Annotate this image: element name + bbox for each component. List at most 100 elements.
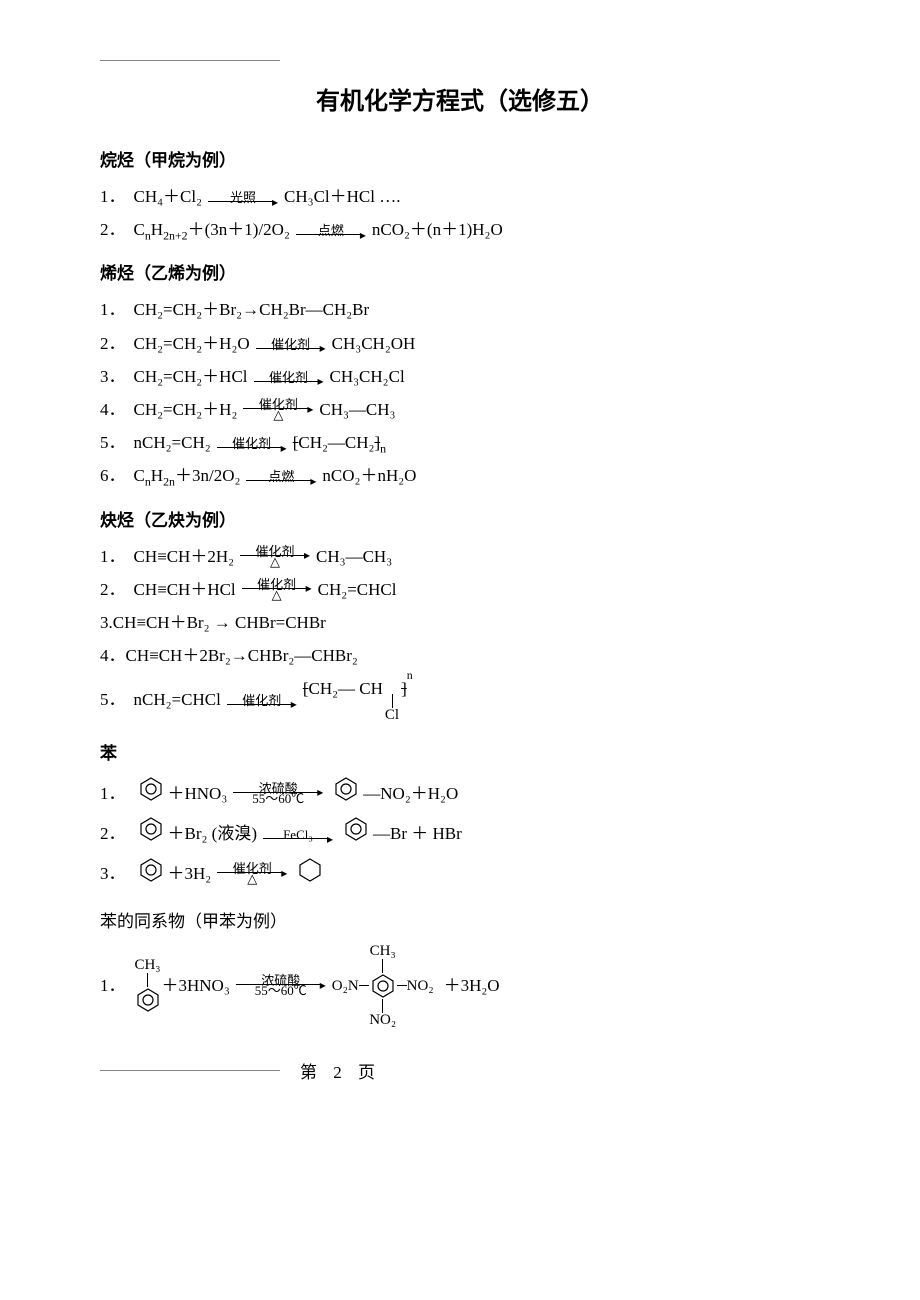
eq-lhs: CH≡CH＋2H₂ — [134, 543, 235, 570]
toluene-eq1: 1． CH₃ ＋3HNO₃ 浓硫酸 ▸ 55～60℃ O₂N CH₃ NO₂ N… — [100, 944, 820, 1028]
alkene-eq4: 4． CH₂=CH₂＋H₂ 催化剂 ▸ △ CH₃―CH₃ — [100, 396, 820, 423]
reaction-arrow: 浓硫酸 ▸ 55～60℃ — [233, 782, 323, 805]
arrow-condition: 光照 — [230, 191, 256, 204]
arrow-condition-bot: 55～60℃ — [252, 792, 304, 805]
eq-number: 5． — [100, 686, 126, 713]
eq-plus: ＋Br₂ (液溴) — [168, 820, 258, 847]
cl-substituent: Cl — [385, 708, 399, 723]
eq-rhs: CH₃CH₂OH — [332, 330, 416, 357]
reaction-arrow: 催化剂 ▸ — [254, 371, 324, 382]
alkene-eq5: 5． nCH₂=CH₂ 催化剂 ▸ [CH₂―CH₂]n — [100, 429, 820, 456]
eq-number: 1． — [100, 183, 126, 210]
footer-rule — [100, 1070, 280, 1071]
eq-lhs: CH₄＋Cl₂ — [134, 183, 203, 210]
eq-lhs: CH₂=CH₂＋H₂O — [134, 330, 250, 357]
eq-number: 2． — [100, 330, 126, 357]
benzene-icon — [137, 857, 165, 891]
reaction-arrow: 催化剂 ▸ — [227, 694, 297, 705]
eq-number: 1． — [100, 296, 126, 323]
reaction-arrow: 催化剂 ▸ △ — [240, 545, 310, 568]
eq-lhs: CnH2n+2＋(3n＋1)/2O₂ — [134, 216, 290, 243]
header-rule — [100, 60, 280, 61]
eq-rhs: ―NO₂＋H₂O — [363, 780, 458, 807]
alkene-eq1: 1． CH₂=CH₂＋Br₂→CH₂Br―CH₂Br — [100, 296, 820, 323]
benzene-icon — [137, 816, 165, 850]
no2-bottom: NO₂ — [369, 1013, 396, 1028]
eq-rhs-polymer: [CH₂―CH₂]n — [293, 429, 386, 456]
benzene-icon — [332, 776, 360, 810]
eq-number: 3． — [100, 860, 126, 887]
alkyne-eq2: 2． CH≡CH＋HCl 催化剂 ▸ △ CH₂=CHCl — [100, 576, 820, 603]
arrow-condition-bot: △ — [273, 408, 283, 421]
section-toluene-heading: 苯的同系物（甲苯为例） — [100, 907, 820, 932]
arrow-condition-bot: △ — [247, 872, 257, 885]
eq-lhs: CH₂=CH₂＋HCl — [134, 363, 248, 390]
reaction-arrow: 催化剂 ▸ — [256, 338, 326, 349]
reaction-arrow: 光照 ▸ — [208, 191, 278, 202]
eq-body: CH₂=CH₂＋Br₂→CH₂Br―CH₂Br — [134, 296, 370, 323]
eq-plus: ＋3HNO₃ — [162, 972, 230, 999]
arrow-condition: 点燃 — [268, 470, 294, 483]
tnt-structure: O₂N CH₃ NO₂ NO₂ — [332, 944, 434, 1028]
eq-lhs: CH₂=CH₂＋H₂ — [134, 396, 238, 423]
no2-right: NO₂ — [407, 974, 434, 998]
alkyne-eq5: 5． nCH₂=CHCl 催化剂 ▸ [ CH₂― CH Cl ]n — [100, 675, 820, 723]
alkyne-eq1: 1． CH≡CH＋2H₂ 催化剂 ▸ △ CH₃―CH₃ — [100, 543, 820, 570]
reaction-arrow: 浓硫酸 ▸ 55～60℃ — [236, 974, 326, 997]
eq-number: 3． — [100, 363, 126, 390]
eq-rhs: CH₃Cl＋HCl …. — [284, 183, 400, 210]
eq-number: 1． — [100, 543, 126, 570]
eq-lhs: CH≡CH＋HCl — [134, 576, 236, 603]
benzene-eq3: 3． ＋3H₂ 催化剂 ▸ △ — [100, 857, 820, 891]
reaction-arrow: 点燃 ▸ — [246, 470, 316, 481]
alkane-eq2: 2． CnH2n+2＋(3n＋1)/2O₂ 点燃 ▸ nCO₂＋(n＋1)H₂O — [100, 216, 820, 243]
eq-rhs: CH₂=CHCl — [318, 576, 397, 603]
arrow-condition: 点燃 — [318, 224, 344, 237]
section-benzene-heading: 苯 — [100, 739, 820, 764]
eq-number: 1． — [100, 780, 126, 807]
arrow-condition-bot: △ — [272, 588, 282, 601]
eq-lhs: CnH2n＋3n/2O₂ — [134, 462, 241, 489]
section-alkyne-heading: 炔烃（乙炔为例） — [100, 506, 820, 531]
eq-lhs: nCH₂=CH₂ — [134, 429, 211, 456]
reaction-arrow: 催化剂 ▸ △ — [242, 578, 312, 601]
eq-number: 4． — [100, 396, 126, 423]
eq-rhs: ＋3H₂O — [444, 972, 500, 999]
arrow-condition-bot: 55～60℃ — [255, 984, 307, 997]
eq-number: 2． — [100, 820, 126, 847]
alkene-eq6: 6． CnH2n＋3n/2O₂ 点燃 ▸ nCO₂＋nH₂O — [100, 462, 820, 489]
ch3-group: CH₃ — [370, 944, 396, 959]
eq-rhs: CH₃―CH₃ — [316, 543, 392, 570]
arrow-condition: 催化剂 — [271, 338, 310, 351]
alkane-eq1: 1． CH₄＋Cl₂ 光照 ▸ CH₃Cl＋HCl …. — [100, 183, 820, 210]
alkene-eq3: 3． CH₂=CH₂＋HCl 催化剂 ▸ CH₃CH₂Cl — [100, 363, 820, 390]
toluene-structure: CH₃ — [134, 958, 162, 1013]
eq-plus: ＋HNO₃ — [168, 780, 228, 807]
eq-rhs: CH₃CH₂Cl — [330, 363, 405, 390]
alkyne-eq4: 4．CH≡CH＋2Br₂→CHBr₂―CHBr₂ — [100, 642, 820, 669]
reaction-arrow: 催化剂 ▸ △ — [217, 862, 287, 885]
eq-plus: ＋3H₂ — [168, 860, 212, 887]
page-title: 有机化学方程式（选修五） — [100, 81, 820, 116]
section-alkene-heading: 烯烃（乙烯为例） — [100, 259, 820, 284]
benzene-icon — [137, 776, 165, 810]
arrow-condition: FeCl₃ — [283, 828, 313, 841]
eq-lhs: nCH₂=CHCl — [134, 686, 221, 713]
benzene-eq1: 1． ＋HNO₃ 浓硫酸 ▸ 55～60℃ ―NO₂＋H₂O — [100, 776, 820, 810]
no2-left: O₂N — [332, 974, 359, 998]
alkene-eq2: 2． CH₂=CH₂＋H₂O 催化剂 ▸ CH₃CH₂OH — [100, 330, 820, 357]
reaction-arrow: 催化剂 ▸ △ — [243, 398, 313, 421]
eq-rhs: nCO₂＋(n＋1)H₂O — [372, 216, 503, 243]
arrow-condition-bot: △ — [270, 555, 280, 568]
benzene-icon — [342, 816, 370, 850]
reaction-arrow: 催化剂 ▸ — [217, 437, 287, 448]
arrow-condition: 催化剂 — [269, 371, 308, 384]
ch3-group: CH₃ — [134, 958, 160, 973]
eq-number: 5． — [100, 429, 126, 456]
eq-number: 6． — [100, 462, 126, 489]
eq-number: 2． — [100, 216, 126, 243]
reaction-arrow: 点燃 ▸ — [296, 224, 366, 235]
cyclohexane-icon — [296, 857, 324, 891]
reaction-arrow: FeCl₃ ▸ — [263, 828, 333, 839]
eq-rhs: CH₃―CH₃ — [319, 396, 395, 423]
